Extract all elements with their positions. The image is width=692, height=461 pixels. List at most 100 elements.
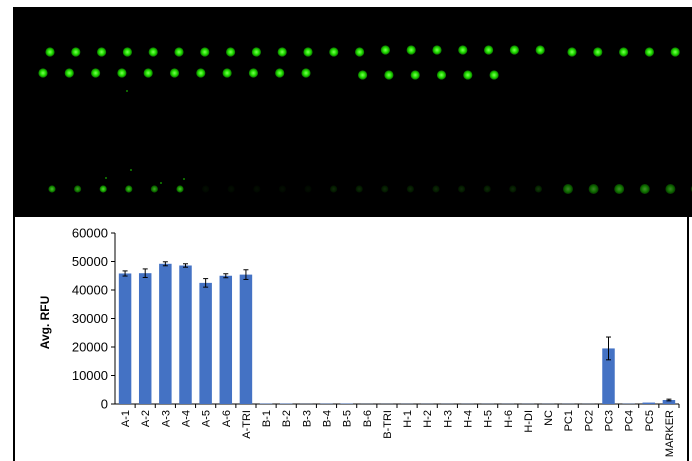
x-tick-label: H-1 — [402, 410, 414, 428]
array-spot — [74, 185, 82, 193]
array-spot — [64, 68, 74, 78]
array-spot — [99, 185, 107, 193]
x-tick-label: PC5 — [644, 410, 656, 431]
x-tick-label: H-4 — [463, 410, 475, 428]
array-speck — [183, 178, 185, 180]
array-spot — [432, 45, 442, 55]
array-spot — [670, 47, 680, 57]
x-tick-label: A-TRI — [241, 410, 253, 439]
array-spot — [45, 47, 55, 57]
array-spot — [248, 68, 258, 78]
chart-labels: A-1 A-2 A-3 A-4 A-5 A-6 A-TRI B-1 B-2 B-3 B-4 B-5 B-… — [120, 410, 676, 457]
array-spot — [169, 68, 180, 78]
array-spot — [358, 70, 368, 80]
x-tick-label: PC4 — [624, 410, 636, 431]
y-tick-label: 0 — [101, 397, 108, 412]
array-spot — [196, 68, 206, 78]
array-spot — [384, 70, 394, 80]
array-spot — [483, 185, 491, 193]
x-tick-label: A-4 — [181, 410, 193, 427]
x-tick-label: PC3 — [604, 410, 616, 431]
bar — [602, 348, 615, 404]
array-spot — [458, 45, 468, 55]
x-tick-label: B-6 — [362, 410, 374, 427]
array-speck — [126, 90, 128, 92]
array-spot — [253, 185, 261, 193]
x-tick-label: H-DI — [523, 410, 535, 433]
array-spot — [38, 68, 48, 78]
array-spot — [200, 47, 210, 57]
array-spot — [639, 184, 650, 194]
array-spot — [97, 47, 107, 57]
array-spot — [330, 185, 338, 193]
y-tick-label: 30000 — [72, 311, 108, 326]
array-spot — [222, 68, 232, 78]
x-tick-label: B-2 — [281, 410, 293, 427]
array-spot — [355, 185, 363, 193]
x-tick-label: B-3 — [301, 410, 313, 427]
array-spot — [406, 45, 416, 55]
array-spot — [458, 185, 466, 193]
array-spot — [432, 185, 440, 193]
y-tick-label: 50000 — [72, 254, 108, 269]
y-tick-label: 60000 — [72, 226, 108, 241]
array-spot — [563, 184, 573, 194]
array-spot — [143, 68, 153, 78]
array-spot — [303, 47, 313, 57]
x-tick-label: PC2 — [583, 410, 595, 431]
array-spot — [567, 47, 577, 57]
array-spot — [614, 184, 625, 194]
array-spot — [489, 70, 499, 80]
bar — [159, 263, 172, 404]
x-tick-label: A-3 — [160, 410, 172, 427]
array-spot — [463, 70, 473, 80]
y-axis-label: Avg. RFU — [38, 296, 52, 350]
array-scan-image — [13, 7, 692, 217]
array-spot — [48, 185, 56, 193]
array-spot — [329, 47, 339, 57]
x-tick-label: B-4 — [322, 410, 334, 427]
array-spot — [150, 185, 158, 193]
bar — [118, 273, 132, 404]
x-tick-label: A-6 — [221, 410, 233, 427]
array-spot — [176, 185, 184, 193]
bar — [239, 274, 253, 404]
array-spot — [644, 47, 655, 57]
array-spot — [619, 47, 629, 57]
array-spot — [535, 45, 545, 55]
array-spot — [406, 185, 414, 193]
y-tick-label: 10000 — [72, 368, 108, 383]
array-spot — [355, 47, 365, 57]
bar — [642, 402, 656, 404]
array-spot — [277, 47, 287, 57]
array-spot — [226, 47, 236, 57]
chart-axes: 0 10000 20000 30000 40000 50000 60000 — [72, 226, 680, 412]
chart-bars — [118, 261, 676, 404]
bar — [138, 273, 152, 404]
array-spot — [484, 45, 494, 55]
array-spot — [278, 185, 286, 193]
y-tick-label: 40000 — [72, 283, 108, 298]
array-spot — [227, 185, 235, 193]
x-tick-label: PC1 — [563, 410, 575, 431]
array-spot — [410, 70, 420, 80]
array-spot — [275, 68, 285, 78]
array-spot — [301, 68, 311, 78]
array-spot — [593, 47, 603, 57]
array-spot — [125, 185, 133, 193]
x-tick-label: H-3 — [442, 410, 454, 428]
array-spot — [251, 47, 261, 57]
x-tick-label: H-6 — [503, 410, 515, 428]
array-spot — [202, 185, 210, 193]
array-spot — [117, 68, 127, 78]
x-tick-label: B-5 — [342, 410, 354, 427]
x-tick-label: H-5 — [483, 410, 495, 428]
array-spot — [71, 47, 81, 57]
array-speck — [130, 169, 132, 171]
x-tick-label: B-1 — [261, 410, 273, 427]
array-spot — [509, 185, 517, 193]
array-spot — [148, 47, 158, 57]
x-tick-label: B-TRI — [382, 410, 394, 439]
array-spot — [381, 185, 389, 193]
